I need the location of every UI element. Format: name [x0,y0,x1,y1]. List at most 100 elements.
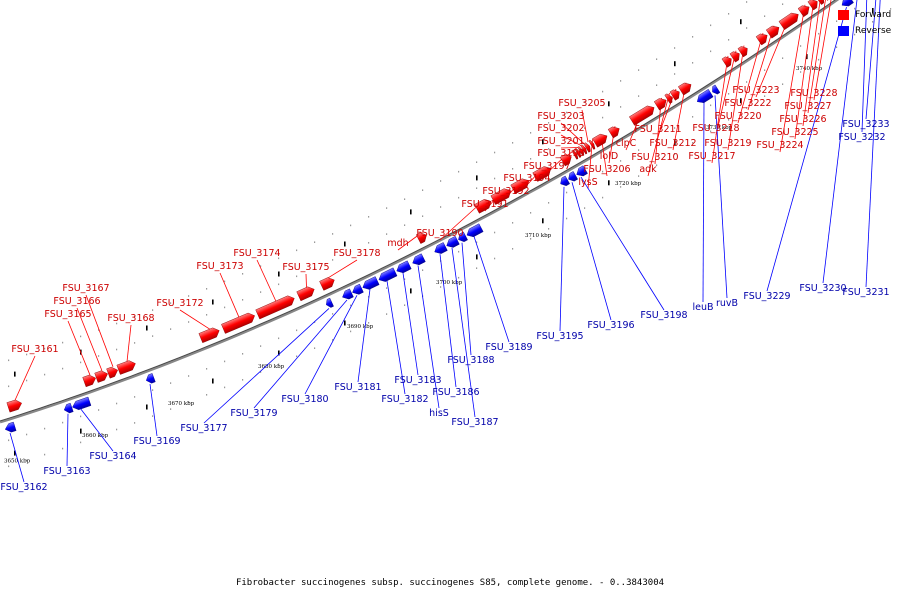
tick-dot [404,198,406,200]
tick-dot [8,385,10,388]
major-tick [674,61,676,67]
label-fsu-3166: FSU_3166 [53,296,100,307]
leader-fsu-3218 [715,50,737,136]
leader-fsu-3169 [149,383,158,437]
tick-dot [818,32,820,35]
tick-dot [512,142,514,144]
tick-dot [62,421,64,424]
gene-fsu-3186 [434,242,448,254]
gene-fsu-3161 [6,399,22,413]
label-fsu-3218: FSU_3218 [692,123,739,134]
backbone-line [0,0,840,424]
label-fsu-3195: FSU_3195 [536,331,583,342]
gene-fsu-3174 [255,295,295,320]
tick-dot [548,202,550,204]
kbp-ticks: 3650 kbp 3660 kbp 3670 kbp 3680 kbp 3690 kbp… [4,66,823,465]
tick-dot [170,408,172,410]
leader-fsu-3173 [219,272,240,318]
label-fsu-3232: FSU_3232 [838,132,885,143]
tick-dot [584,207,586,209]
tick-dot [692,62,694,64]
gene-fsu-3182 [378,267,398,282]
gene-fsu-3212 [677,82,692,96]
label-fsu-3163: FSU_3163 [43,466,90,477]
gene-fsu-3165 [82,374,96,388]
major-tick [740,98,742,104]
tick-dot [152,335,154,337]
gene-mdh [415,232,427,244]
tick-label: 3660 kbp [82,433,109,439]
tick-dot [818,58,820,61]
tick-dot [134,342,136,344]
label-fsu-3227: FSU_3227 [784,101,831,112]
leader-fsu-3162 [9,432,25,483]
tick-dot [674,153,676,155]
gene-fsu-3173 [221,312,255,334]
tick-dot [26,353,28,356]
gene-fsu-3191 [490,188,512,205]
tick-dot [602,170,604,173]
tick-dot [188,375,190,377]
leader-fsu-3161 [14,355,36,401]
gene-fsu-3178 [319,277,335,291]
tick-dot [296,275,298,278]
label-fsu-3188: FSU_3188 [447,355,494,366]
gene-fsu-3169 [146,373,156,384]
tick-dot [638,95,640,97]
tick-dot [62,341,64,344]
tick-dot [386,233,388,235]
tick-dot [494,257,496,260]
tick-dot [710,50,712,53]
tick-dot [566,217,568,220]
leader-fsu-3224 [779,4,806,153]
legend-forward-label: Forward [855,10,892,20]
leader-fsu-3188 [461,242,472,356]
tick-dot [782,83,784,85]
gene-fsu-3197 [559,154,572,167]
tick-dot [242,379,244,381]
tick-dot [80,415,82,418]
gene-labels: FSU_3161 FSU_3165 FSU_3166 FSU_3167 FSU_3168… [0,85,889,493]
gene-fsu-3217 [721,56,732,68]
gene-leub [696,88,714,103]
gene-fsu-3188 [458,231,468,242]
label-fsu-3212: FSU_3212 [649,138,696,149]
tick-dot [242,273,244,275]
tick-dot [206,394,208,396]
tick-dot [224,306,226,309]
leader-fsu-3175 [305,273,307,288]
gene-fsu-3179 [342,288,354,300]
label-fsu-3172: FSU_3172 [156,298,203,309]
label-fsu-3161: FSU_3161 [11,344,58,355]
tick-dot [296,355,298,358]
tick-dot [728,119,730,121]
leader-fsu-3233 [865,0,877,120]
major-tick [212,299,214,305]
label-mdh: mdh [387,238,408,249]
leader-fsu-3165 [67,320,91,376]
tick-dot [440,286,442,288]
major-tick [14,371,16,377]
major-tick [740,19,742,25]
label-ruvb: ruvB [716,298,738,309]
tick-dot [332,259,334,261]
major-tick [278,350,280,356]
label-leaders [9,0,881,483]
tick-dot [188,295,190,297]
tick-dot [458,196,460,199]
gene-fsu-3196 [568,171,578,182]
tick-dot [422,189,424,191]
tick-dot [134,396,136,398]
tick-dot [386,207,388,209]
tick-dot [314,241,316,243]
tick-dot [494,151,496,154]
label-fsu-3198: FSU_3198 [640,310,687,321]
label-fsu-3233: FSU_3233 [842,119,889,130]
tick-label: 3690 kbp [347,324,374,330]
label-fsu-3182: FSU_3182 [381,394,428,405]
legend-reverse: Reverse [838,24,891,38]
gene-fsu-3187 [446,235,460,248]
major-tick [476,254,478,260]
label-fsu-3202: FSU_3202 [537,123,584,134]
gene-fsu-3218 [729,51,740,63]
